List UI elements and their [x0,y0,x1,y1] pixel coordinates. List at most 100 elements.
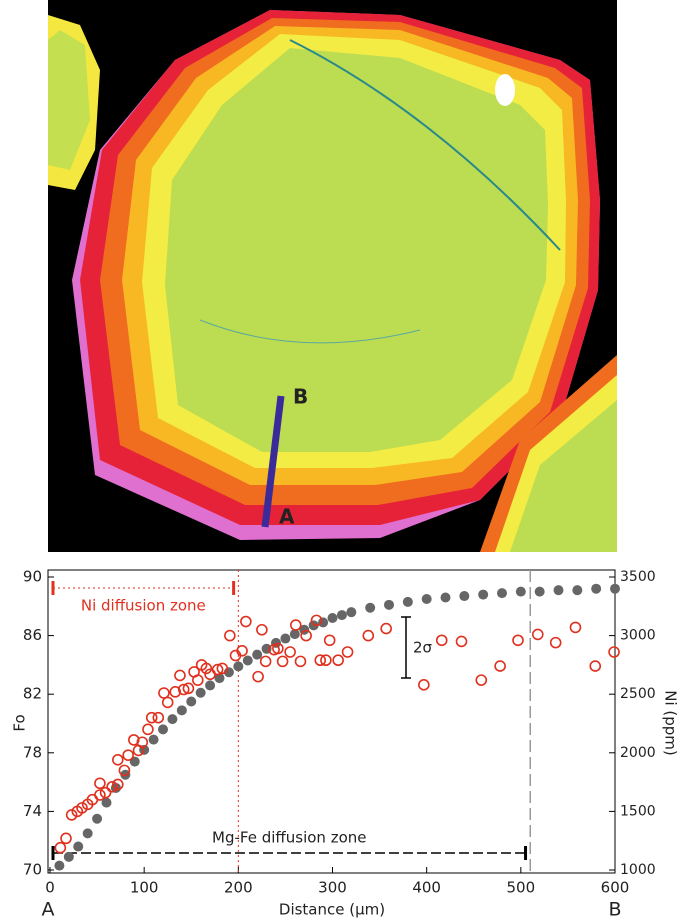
data-point [94,789,106,801]
profile-label: B [293,385,308,409]
data-point [327,613,338,624]
data-point [63,851,74,862]
data-point [421,593,432,604]
data-point [380,622,392,635]
error-bar-label: 2σ [413,639,433,657]
data-point [101,797,112,808]
crystal [72,10,600,540]
data-point [82,828,93,839]
data-point [276,655,289,668]
data-point [145,711,158,724]
y-tick-label: 78 [23,743,42,761]
data-point [205,680,216,691]
x-axis-label: Distance (µm) [279,901,385,919]
data-point [65,809,78,821]
data-point [152,711,165,724]
data-point [182,682,195,695]
data-point [341,646,354,658]
core-green [165,48,548,452]
data-point [54,860,65,871]
data-point [336,610,347,621]
y2-tick-label: 1500 [620,803,656,819]
data-point [259,655,272,668]
data-point [272,642,284,655]
data-point [318,617,329,628]
data-point [136,736,149,749]
data-point [589,660,602,672]
data-point [365,602,376,613]
data-point [455,635,468,648]
data-point [195,687,206,698]
data-point [256,623,268,636]
data-point [494,660,506,672]
data-point [106,780,118,793]
data-point [591,583,602,594]
y2-tick-label: 1000 [620,862,656,878]
y2-tick-label: 2500 [620,686,656,702]
data-point [497,588,507,599]
data-point [60,832,72,845]
y-tick-label: 90 [23,568,42,586]
inclusion [495,74,515,106]
data-point [148,734,159,745]
profile-label: A [279,505,295,529]
profile-line [261,395,285,528]
data-point [240,615,252,628]
error-bar: 2σ [401,616,433,679]
data-point [289,629,300,640]
data-point [440,592,451,603]
data-point [233,661,244,672]
y2-axis-label: Ni (ppm) [662,690,680,756]
data-point [169,686,182,698]
data-point [610,583,620,594]
data-point [174,669,186,682]
x-tick-label: 100 [130,879,159,897]
data-point [158,724,168,735]
data-point [515,586,526,597]
data-point [384,599,394,610]
y-axis-label: Fo [11,714,29,731]
data-point [459,591,470,602]
data-point [224,629,236,642]
data-point [475,674,488,686]
end-label: A [42,899,55,921]
data-point [122,749,134,761]
data-point [280,633,291,644]
data-point [211,663,224,676]
data-point [112,754,124,766]
data-point [158,687,170,699]
ni-zone-label: Ni diffusion zone [81,597,206,615]
data-point [54,841,67,854]
y-tick-label: 70 [23,861,42,879]
data-point [402,596,413,607]
data-point [167,714,178,725]
data-point [320,654,332,667]
data-point [242,655,253,666]
data-point [161,696,174,709]
neighbor-core [48,30,90,170]
end-label: B [608,899,621,921]
data-point [112,778,124,791]
y2-tick-label: 2000 [620,745,656,761]
data-point [362,629,375,642]
data-point [346,607,357,618]
data-point [534,586,545,597]
data-point [177,683,190,696]
data-point [214,673,225,684]
data-point [128,734,140,746]
data-point [236,645,248,657]
crack [199,319,421,344]
data-point [572,585,583,596]
crystal-image: B A [48,0,617,552]
data-point [192,674,204,686]
data-point [216,662,229,675]
data-point [252,670,264,683]
crack [289,39,561,251]
data-point [76,802,88,814]
data-point [186,696,197,707]
data-point [314,654,327,667]
data-point [252,649,263,660]
data-point [608,646,620,658]
y-tick-label: 86 [23,626,42,644]
y2-tick-label: 3500 [620,569,656,585]
